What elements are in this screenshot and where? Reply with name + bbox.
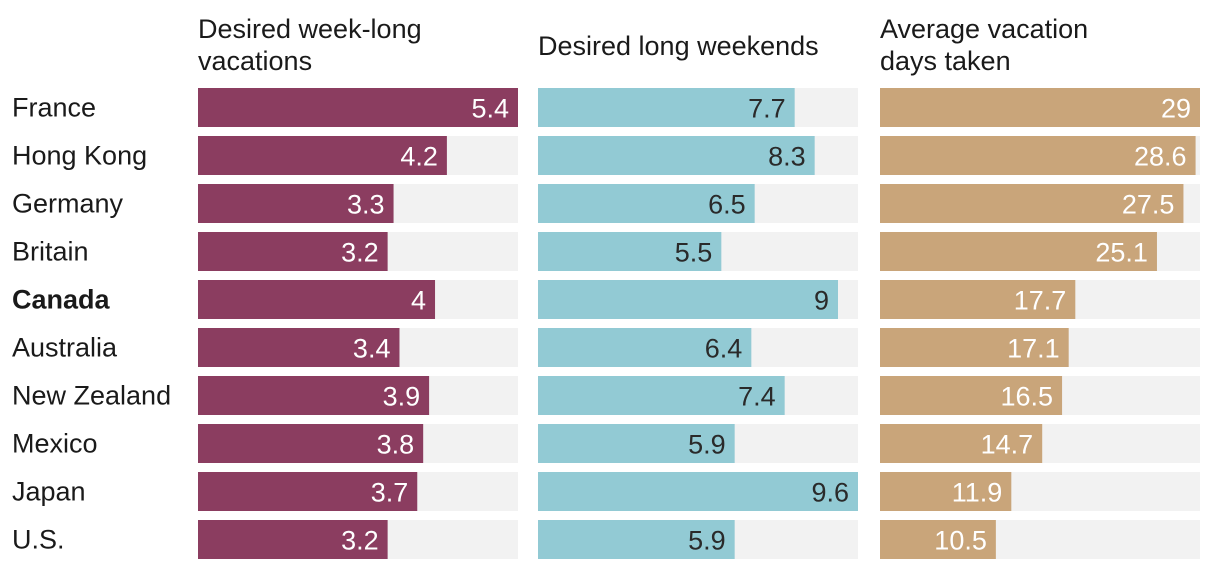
bar-desired-week-long-vacations-6 bbox=[198, 376, 430, 415]
bar-average-vacation-days-taken-4 bbox=[880, 280, 1076, 319]
data-label-desired-long-weekends-9: 5.9 bbox=[688, 526, 726, 556]
data-label-desired-week-long-vacations-9: 3.2 bbox=[341, 526, 379, 556]
data-label-desired-week-long-vacations-8: 3.7 bbox=[371, 478, 409, 508]
bar-desired-long-weekends-9 bbox=[538, 520, 735, 559]
category-label-france: France bbox=[12, 93, 96, 123]
bar-average-vacation-days-taken-2 bbox=[880, 184, 1184, 223]
bar-desired-week-long-vacations-3 bbox=[198, 232, 388, 271]
bar-desired-long-weekends-1 bbox=[538, 136, 815, 175]
bar-average-vacation-days-taken-6 bbox=[880, 376, 1063, 415]
data-label-desired-week-long-vacations-6: 3.9 bbox=[383, 382, 421, 412]
bar-average-vacation-days-taken-8 bbox=[880, 472, 1012, 511]
bar-desired-long-weekends-5 bbox=[538, 328, 752, 367]
data-label-desired-week-long-vacations-1: 4.2 bbox=[400, 142, 438, 172]
bar-average-vacation-days-taken-1 bbox=[880, 136, 1196, 175]
bar-desired-week-long-vacations-9 bbox=[198, 520, 388, 559]
data-label-average-vacation-days-taken-5: 17.1 bbox=[1007, 334, 1060, 364]
category-label-britain: Britain bbox=[12, 237, 89, 267]
category-label-hong-kong: Hong Kong bbox=[12, 141, 147, 171]
series-title-desired-long-weekends-line-1: Desired long weekends bbox=[538, 31, 819, 61]
bar-desired-week-long-vacations-0 bbox=[198, 88, 518, 127]
bar-average-vacation-days-taken-7 bbox=[880, 424, 1043, 463]
series-title-desired-week-long-vacations-line-1: Desired week-long bbox=[198, 14, 422, 44]
bar-average-vacation-days-taken-0 bbox=[880, 88, 1200, 127]
bar-desired-long-weekends-8 bbox=[538, 472, 858, 511]
data-label-desired-long-weekends-1: 8.3 bbox=[768, 142, 806, 172]
data-label-average-vacation-days-taken-9: 10.5 bbox=[934, 526, 987, 556]
category-label-australia: Australia bbox=[12, 333, 118, 363]
series-title-average-vacation-days-taken-line-2: days taken bbox=[880, 46, 1011, 76]
data-label-average-vacation-days-taken-6: 16.5 bbox=[1001, 382, 1054, 412]
data-label-average-vacation-days-taken-1: 28.6 bbox=[1134, 142, 1187, 172]
bar-desired-week-long-vacations-4 bbox=[198, 280, 436, 319]
bar-desired-week-long-vacations-1 bbox=[198, 136, 447, 175]
bar-desired-week-long-vacations-2 bbox=[198, 184, 394, 223]
data-label-average-vacation-days-taken-7: 14.7 bbox=[981, 430, 1034, 460]
data-label-desired-long-weekends-4: 9 bbox=[814, 286, 829, 316]
series-title-desired-week-long-vacations-line-2: vacations bbox=[198, 46, 312, 76]
data-label-desired-long-weekends-3: 5.5 bbox=[675, 238, 713, 268]
category-label-canada: Canada bbox=[12, 285, 111, 315]
bar-desired-week-long-vacations-7 bbox=[198, 424, 424, 463]
data-label-average-vacation-days-taken-3: 25.1 bbox=[1095, 238, 1148, 268]
bar-desired-long-weekends-2 bbox=[538, 184, 755, 223]
data-label-desired-week-long-vacations-5: 3.4 bbox=[353, 334, 391, 364]
data-label-desired-week-long-vacations-0: 5.4 bbox=[471, 94, 509, 124]
data-label-desired-long-weekends-5: 6.4 bbox=[705, 334, 743, 364]
data-label-desired-week-long-vacations-4: 4 bbox=[411, 286, 426, 316]
bar-desired-week-long-vacations-8 bbox=[198, 472, 418, 511]
bar-desired-week-long-vacations-5 bbox=[198, 328, 400, 367]
category-label-new-zealand: New Zealand bbox=[12, 381, 171, 411]
bar-desired-long-weekends-4 bbox=[538, 280, 838, 319]
category-label-japan: Japan bbox=[12, 477, 86, 507]
bar-average-vacation-days-taken-5 bbox=[880, 328, 1069, 367]
data-label-average-vacation-days-taken-0: 29 bbox=[1161, 94, 1191, 124]
bar-desired-long-weekends-7 bbox=[538, 424, 735, 463]
data-label-desired-long-weekends-0: 7.7 bbox=[748, 94, 786, 124]
bar-desired-long-weekends-0 bbox=[538, 88, 795, 127]
bar-desired-long-weekends-3 bbox=[538, 232, 722, 271]
data-label-desired-long-weekends-2: 6.5 bbox=[708, 190, 746, 220]
data-label-average-vacation-days-taken-2: 27.5 bbox=[1122, 190, 1175, 220]
data-label-desired-week-long-vacations-2: 3.3 bbox=[347, 190, 385, 220]
data-label-average-vacation-days-taken-4: 17.7 bbox=[1014, 286, 1067, 316]
data-label-desired-long-weekends-8: 9.6 bbox=[811, 478, 849, 508]
category-label-u-s: U.S. bbox=[12, 525, 65, 555]
series-title-average-vacation-days-taken-line-1: Average vacation bbox=[880, 14, 1088, 44]
category-label-mexico: Mexico bbox=[12, 429, 98, 459]
data-label-average-vacation-days-taken-8: 11.9 bbox=[952, 478, 1003, 508]
data-label-desired-week-long-vacations-3: 3.2 bbox=[341, 238, 379, 268]
data-label-desired-long-weekends-7: 5.9 bbox=[688, 430, 726, 460]
data-label-desired-week-long-vacations-7: 3.8 bbox=[377, 430, 415, 460]
bar-average-vacation-days-taken-3 bbox=[880, 232, 1157, 271]
bar-desired-long-weekends-6 bbox=[538, 376, 785, 415]
data-label-desired-long-weekends-6: 7.4 bbox=[738, 382, 776, 412]
bar-average-vacation-days-taken-9 bbox=[880, 520, 996, 559]
category-label-germany: Germany bbox=[12, 189, 124, 219]
